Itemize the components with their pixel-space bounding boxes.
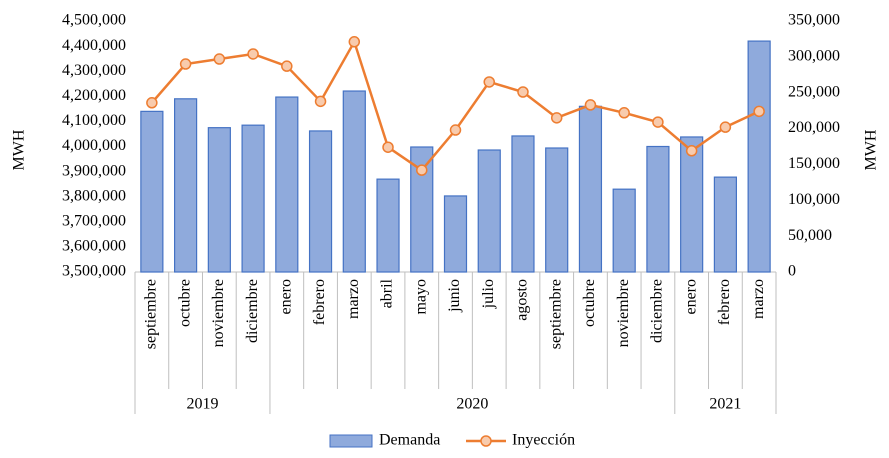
y-axis-label: MWH: [11, 129, 28, 170]
x-tick-label: noviembre: [615, 279, 632, 347]
line-marker: [685, 145, 698, 157]
line-marker: [213, 53, 226, 65]
x-tick-label: octubre: [176, 279, 193, 327]
y-tick-label: 3,800,000: [62, 187, 126, 204]
bar: [747, 40, 771, 273]
bar: [376, 178, 400, 273]
x-tick-label: diciembre: [649, 279, 666, 343]
legend-label: Demanda: [379, 432, 440, 449]
y-tick-label: 4,100,000: [62, 112, 126, 129]
y2-tick-label: 100,000: [788, 191, 840, 208]
y-tick-label: 3,700,000: [62, 212, 126, 229]
x-tick-label: junio: [446, 279, 463, 313]
x-tick-label: octubre: [581, 279, 598, 327]
legend-label: Inyección: [512, 432, 575, 449]
bar: [275, 96, 299, 273]
x-tick-label: septiembre: [547, 279, 564, 349]
x-tick-label: mayo: [412, 279, 429, 315]
x-tick-label: enero: [682, 279, 699, 315]
legend-marker: [480, 435, 492, 447]
bar: [443, 195, 468, 273]
bar: [680, 136, 704, 273]
line-marker: [753, 105, 765, 118]
x-tick-label: septiembre: [143, 279, 160, 349]
x-tick-label: febrero: [311, 279, 328, 325]
bar: [511, 135, 535, 273]
x-tick-label: marzo: [345, 279, 362, 319]
line-marker: [416, 164, 428, 176]
y2-tick-label: 50,000: [788, 227, 832, 244]
bar: [646, 145, 670, 273]
line-marker: [449, 124, 462, 136]
bar: [713, 176, 737, 273]
line-marker: [382, 141, 394, 153]
line-marker: [314, 95, 327, 108]
bar: [207, 127, 231, 273]
y-tick-label: 3,500,000: [62, 263, 126, 280]
bar: [174, 98, 198, 273]
line-marker: [281, 60, 293, 72]
x-tick-label: noviembre: [210, 279, 227, 347]
x-tick-label: abril: [379, 278, 396, 308]
y2-tick-label: 200,000: [788, 119, 840, 136]
line-marker: [550, 112, 563, 124]
bar: [140, 110, 164, 273]
x-tick-label: marzo: [750, 279, 767, 319]
bar: [308, 130, 333, 273]
year-label: 2021: [709, 396, 741, 413]
y2-tick-label: 0: [788, 263, 796, 280]
line-marker: [719, 121, 732, 133]
line-marker: [517, 86, 529, 98]
y-tick-label: 3,600,000: [62, 238, 126, 255]
bar: [241, 124, 265, 273]
line-marker: [584, 99, 597, 111]
year-label: 2020: [456, 396, 488, 413]
line-marker: [483, 76, 495, 88]
y-tick-label: 4,300,000: [62, 62, 126, 79]
x-tick-label: febrero: [716, 279, 733, 325]
y-tick-label: 3,900,000: [62, 162, 126, 179]
bar: [477, 149, 501, 273]
y2-tick-label: 300,000: [788, 48, 840, 65]
x-tick-label: julio: [480, 279, 497, 309]
y-tick-label: 4,000,000: [62, 137, 126, 154]
legend-swatch: [329, 434, 373, 448]
line-marker: [179, 58, 192, 70]
line-marker: [652, 116, 664, 128]
line-marker: [618, 107, 630, 119]
y2-axis-label: MWH: [863, 129, 880, 170]
y2-tick-label: 350,000: [788, 12, 840, 29]
bar: [612, 188, 636, 273]
line-marker: [348, 36, 361, 48]
x-tick-label: enero: [277, 279, 294, 315]
bar: [342, 90, 366, 273]
year-label: 2019: [186, 396, 218, 413]
bar: [410, 146, 434, 273]
line-marker: [247, 48, 259, 60]
y-tick-label: 4,400,000: [62, 37, 126, 54]
x-tick-label: diciembre: [244, 279, 261, 343]
y-tick-label: 4,200,000: [62, 87, 126, 104]
y-tick-label: 4,500,000: [62, 12, 126, 29]
y2-tick-label: 250,000: [788, 83, 840, 100]
x-tick-label: agosto: [514, 279, 531, 321]
y2-tick-label: 150,000: [788, 155, 840, 172]
line-marker: [146, 97, 158, 109]
bar: [578, 105, 603, 273]
bar: [545, 147, 569, 273]
